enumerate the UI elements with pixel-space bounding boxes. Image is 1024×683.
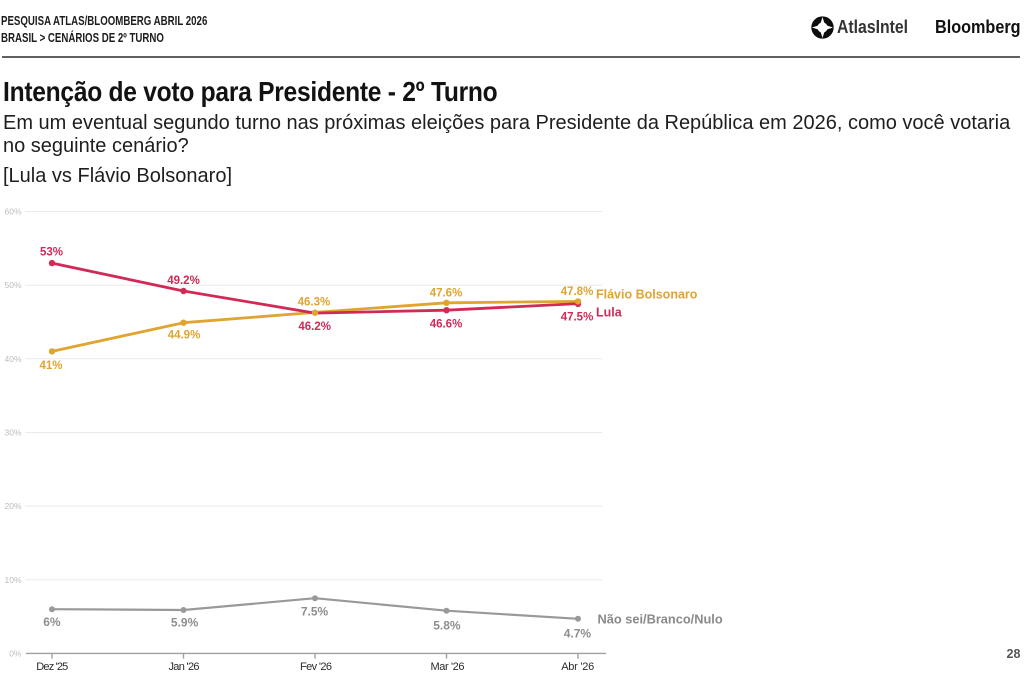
svg-text:46.6%: 46.6% [430, 319, 463, 331]
svg-text:47.6%: 47.6% [430, 288, 463, 300]
svg-text:50%: 50% [4, 280, 21, 290]
svg-text:44.9%: 44.9% [168, 330, 201, 342]
svg-text:4.7%: 4.7% [564, 627, 592, 641]
svg-text:53%: 53% [40, 247, 63, 259]
svg-text:Jan '26: Jan '26 [169, 661, 200, 673]
svg-text:0%: 0% [9, 648, 22, 658]
svg-text:Não sei/Branco/Nulo: Não sei/Branco/Nulo [598, 612, 723, 627]
svg-text:7.5%: 7.5% [301, 605, 329, 619]
svg-text:5.8%: 5.8% [433, 619, 461, 633]
svg-text:46.2%: 46.2% [298, 321, 331, 333]
svg-text:30%: 30% [4, 428, 21, 438]
svg-text:60%: 60% [4, 207, 21, 217]
svg-text:47.8%: 47.8% [561, 286, 594, 298]
svg-text:Fev '26: Fev '26 [300, 661, 332, 673]
svg-text:40%: 40% [4, 354, 21, 364]
svg-text:Mar '26: Mar '26 [431, 661, 465, 673]
svg-text:47.5%: 47.5% [561, 312, 594, 324]
svg-text:20%: 20% [4, 501, 21, 511]
svg-text:Abr '26: Abr '26 [561, 661, 594, 673]
svg-text:10%: 10% [4, 575, 21, 585]
svg-text:41%: 41% [39, 360, 62, 372]
svg-text:46.3%: 46.3% [298, 297, 331, 309]
svg-text:6%: 6% [43, 615, 61, 629]
svg-text:Lula: Lula [596, 306, 623, 320]
svg-text:Dez '25: Dez '25 [36, 661, 68, 673]
svg-text:Flávio Bolsonaro: Flávio Bolsonaro [596, 288, 698, 302]
svg-text:5.9%: 5.9% [171, 616, 199, 630]
svg-text:49.2%: 49.2% [167, 275, 200, 287]
